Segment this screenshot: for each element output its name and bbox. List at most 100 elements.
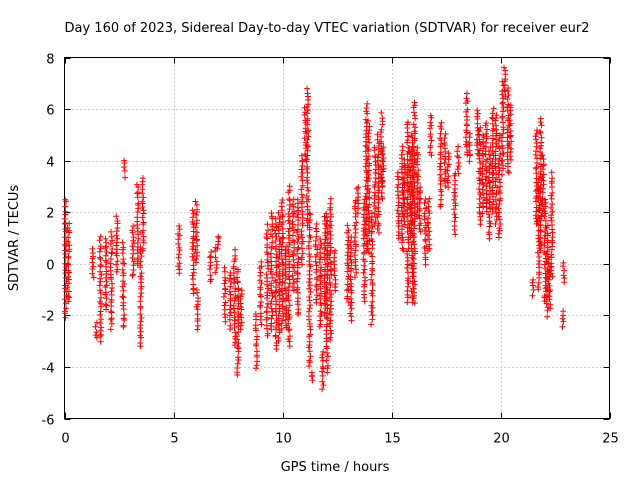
data-point bbox=[410, 174, 417, 181]
data-point bbox=[109, 280, 115, 287]
data-point bbox=[295, 244, 302, 251]
data-point bbox=[410, 187, 417, 193]
data-point bbox=[326, 320, 333, 327]
data-point bbox=[304, 115, 311, 122]
data-point bbox=[408, 202, 415, 209]
data-point bbox=[322, 225, 329, 232]
data-point bbox=[194, 217, 200, 224]
data-point bbox=[395, 210, 402, 217]
data-point bbox=[322, 229, 328, 236]
data-point bbox=[176, 244, 183, 251]
data-point bbox=[258, 258, 265, 265]
data-point bbox=[538, 122, 545, 129]
data-point bbox=[121, 167, 128, 174]
data-point bbox=[474, 113, 481, 120]
data-point bbox=[495, 230, 502, 237]
data-point bbox=[409, 163, 416, 170]
data-point bbox=[479, 150, 486, 157]
data-point bbox=[369, 298, 376, 305]
y-tick-label: 0 bbox=[46, 259, 54, 274]
data-point bbox=[425, 203, 432, 210]
data-point bbox=[121, 280, 128, 287]
data-point bbox=[63, 305, 70, 312]
data-point bbox=[264, 330, 271, 337]
data-point bbox=[97, 327, 104, 334]
data-point bbox=[467, 151, 473, 158]
data-point bbox=[474, 107, 481, 114]
data-point bbox=[561, 275, 568, 282]
data-point bbox=[306, 285, 313, 292]
data-point bbox=[369, 280, 376, 287]
data-point bbox=[293, 229, 300, 236]
data-point bbox=[227, 291, 234, 298]
data-point bbox=[477, 159, 483, 166]
data-point bbox=[408, 160, 415, 167]
data-point bbox=[325, 353, 331, 360]
data-point bbox=[411, 278, 418, 285]
data-point bbox=[496, 188, 502, 194]
data-point bbox=[344, 241, 351, 248]
data-point bbox=[276, 301, 283, 308]
data-point bbox=[304, 169, 311, 176]
data-point bbox=[129, 227, 136, 234]
data-point bbox=[560, 318, 567, 325]
data-point bbox=[282, 256, 289, 263]
data-point bbox=[541, 235, 548, 242]
data-point bbox=[107, 241, 114, 247]
x-tick-label: 0 bbox=[61, 432, 69, 447]
data-point bbox=[541, 261, 548, 268]
data-point bbox=[540, 177, 547, 184]
data-point bbox=[285, 307, 292, 314]
data-point bbox=[328, 222, 335, 229]
data-point bbox=[222, 286, 229, 293]
data-point bbox=[560, 259, 567, 266]
data-point bbox=[547, 264, 554, 271]
data-point bbox=[208, 276, 214, 283]
data-point bbox=[269, 290, 275, 297]
data-point bbox=[506, 117, 513, 124]
data-point bbox=[404, 206, 411, 213]
data-point bbox=[541, 208, 548, 215]
data-point bbox=[295, 255, 302, 262]
data-point bbox=[508, 145, 515, 152]
data-point bbox=[492, 196, 499, 203]
data-point bbox=[129, 272, 136, 279]
data-point bbox=[107, 256, 114, 262]
data-point bbox=[238, 314, 245, 321]
data-point bbox=[372, 170, 379, 176]
data-point bbox=[332, 247, 338, 254]
data-point bbox=[437, 130, 444, 137]
data-point bbox=[323, 280, 330, 287]
data-point bbox=[139, 214, 146, 221]
data-point bbox=[327, 317, 334, 324]
data-point bbox=[464, 106, 471, 113]
data-point bbox=[290, 276, 297, 283]
data-point bbox=[97, 311, 104, 318]
data-point bbox=[455, 154, 462, 161]
y-tick-label: 8 bbox=[46, 53, 54, 68]
data-point bbox=[285, 235, 292, 242]
data-point bbox=[485, 211, 492, 218]
data-point bbox=[290, 287, 297, 294]
data-point bbox=[480, 199, 486, 206]
data-point bbox=[444, 164, 451, 170]
data-point bbox=[176, 251, 182, 258]
data-point bbox=[96, 237, 103, 244]
data-point bbox=[299, 182, 306, 189]
data-point bbox=[306, 348, 313, 355]
data-point bbox=[283, 304, 290, 311]
data-point bbox=[380, 144, 387, 151]
data-point bbox=[541, 213, 548, 220]
data-point bbox=[294, 284, 301, 291]
data-point bbox=[176, 260, 183, 267]
data-point bbox=[134, 240, 141, 246]
data-point bbox=[533, 148, 539, 155]
data-point bbox=[96, 298, 103, 305]
data-point bbox=[463, 138, 470, 145]
data-point bbox=[98, 262, 105, 268]
data-point bbox=[268, 326, 275, 333]
data-point bbox=[98, 316, 105, 323]
data-point bbox=[506, 133, 513, 140]
data-point bbox=[492, 178, 499, 185]
data-point bbox=[64, 284, 71, 291]
